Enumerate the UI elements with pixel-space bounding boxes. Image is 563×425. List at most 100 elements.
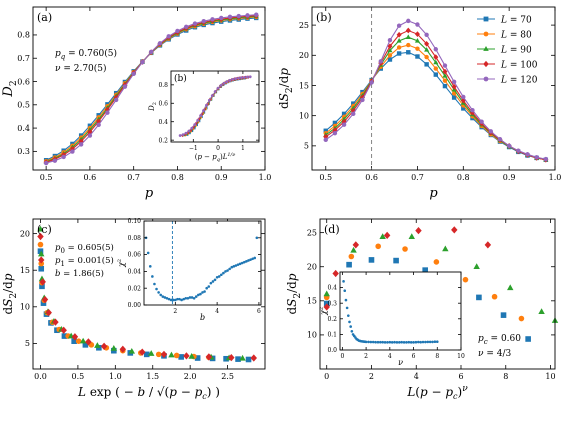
data-point bbox=[210, 17, 215, 22]
data-point bbox=[473, 263, 480, 269]
y-tick-label: 0.4 bbox=[158, 119, 168, 126]
data-point bbox=[100, 342, 108, 350]
x-tick-label: 2.0 bbox=[184, 372, 197, 381]
x-axis-label: p bbox=[429, 186, 438, 201]
data-point bbox=[69, 146, 75, 152]
inset-point bbox=[240, 261, 244, 265]
series-l100 bbox=[323, 226, 492, 311]
inset-point bbox=[405, 341, 408, 344]
inset-point bbox=[167, 297, 171, 301]
inset-y-label: D2 bbox=[148, 102, 158, 112]
data-point bbox=[415, 54, 420, 59]
data-point bbox=[387, 43, 393, 50]
data-point bbox=[205, 353, 213, 361]
inset-point bbox=[209, 281, 213, 285]
data-point bbox=[38, 260, 45, 267]
data-point bbox=[43, 160, 49, 166]
data-point bbox=[38, 265, 45, 272]
data-point bbox=[424, 62, 429, 67]
y-tick-label: 0.00 bbox=[128, 302, 142, 309]
inset-point bbox=[379, 340, 382, 344]
inset-point bbox=[215, 275, 219, 279]
series-l100 bbox=[37, 232, 257, 362]
inset-point bbox=[388, 340, 392, 344]
data-point bbox=[250, 354, 257, 362]
data-point bbox=[184, 24, 189, 29]
data-point bbox=[323, 128, 328, 133]
panel-label: (c) bbox=[37, 223, 52, 236]
data-point bbox=[323, 137, 328, 143]
x-tick-label: 0.9 bbox=[215, 173, 228, 182]
inset-point bbox=[251, 257, 254, 261]
data-point bbox=[396, 38, 402, 43]
data-point bbox=[518, 315, 525, 322]
inset-point bbox=[371, 340, 375, 344]
data-point bbox=[323, 290, 330, 297]
data-point bbox=[525, 336, 531, 342]
data-point bbox=[113, 97, 119, 103]
inset-point bbox=[376, 340, 380, 344]
inset-point bbox=[412, 341, 415, 344]
y-axis-label: dS2/dp bbox=[285, 273, 303, 314]
data-point bbox=[61, 154, 66, 160]
inset-chi2-nu: 0 2 4 6 8 10 0.0 0.1 0.2 0.3 0.4 ν χ2 bbox=[319, 271, 465, 367]
y-tick-label: 0.2 bbox=[158, 137, 168, 144]
y-tick-label: 20 bbox=[20, 229, 30, 238]
data-point bbox=[94, 342, 101, 348]
inset-point bbox=[367, 340, 370, 344]
data-point bbox=[37, 241, 44, 248]
y-tick-label: 0.10 bbox=[128, 218, 142, 225]
data-point bbox=[148, 350, 155, 356]
inset-background bbox=[340, 272, 461, 350]
data-point bbox=[183, 352, 190, 360]
inset-point bbox=[222, 271, 225, 275]
inset-point bbox=[148, 265, 152, 268]
x-tick-label: 4 bbox=[414, 372, 419, 381]
inset-point bbox=[349, 325, 352, 328]
legend-entry: L = 90 bbox=[500, 46, 532, 56]
inset-point bbox=[186, 296, 190, 300]
inset-point bbox=[220, 273, 223, 277]
inset-x-label: ν bbox=[398, 358, 403, 367]
inset-label: (b) bbox=[174, 73, 187, 84]
data-point bbox=[52, 318, 59, 326]
data-point bbox=[507, 284, 514, 291]
inset-point bbox=[342, 280, 345, 283]
x-tick-label: 8 bbox=[435, 353, 439, 360]
inset-point bbox=[236, 263, 240, 266]
inset-point bbox=[174, 298, 177, 302]
data-point bbox=[500, 312, 507, 318]
y-tick-label: 0.4 bbox=[327, 285, 337, 292]
data-point bbox=[387, 38, 393, 43]
inset-point bbox=[161, 295, 165, 298]
inset-point bbox=[390, 341, 394, 344]
y-tick-label: 0.04 bbox=[128, 269, 142, 276]
data-point bbox=[223, 355, 229, 362]
inset-point bbox=[395, 341, 399, 344]
data-point bbox=[75, 338, 82, 344]
data-point bbox=[37, 225, 44, 232]
x-tick-label: 0.6 bbox=[365, 173, 378, 182]
inset-point bbox=[178, 297, 181, 301]
data-point bbox=[433, 72, 438, 77]
data-point bbox=[422, 267, 428, 273]
data-point bbox=[173, 352, 180, 359]
y-tick-label: 0.8 bbox=[17, 31, 30, 40]
x-tick-label: 0.0 bbox=[34, 372, 47, 381]
inset-point bbox=[249, 258, 252, 261]
data-point bbox=[359, 94, 365, 101]
x-tick-label: 1.5 bbox=[146, 372, 159, 381]
x-tick-label: 0.7 bbox=[411, 173, 424, 182]
x-tick-label: 0.5 bbox=[40, 173, 53, 182]
data-point bbox=[424, 47, 430, 52]
data-point bbox=[442, 245, 449, 252]
data-point bbox=[414, 38, 420, 43]
data-point bbox=[131, 71, 136, 77]
x-tick-label: 2 bbox=[364, 353, 368, 360]
x-tick-label: 4 bbox=[215, 308, 219, 315]
data-point bbox=[451, 79, 457, 85]
data-point bbox=[396, 31, 402, 38]
x-tick-label: 0 bbox=[340, 353, 344, 360]
inset-point bbox=[226, 269, 229, 272]
inset-point bbox=[348, 320, 351, 324]
